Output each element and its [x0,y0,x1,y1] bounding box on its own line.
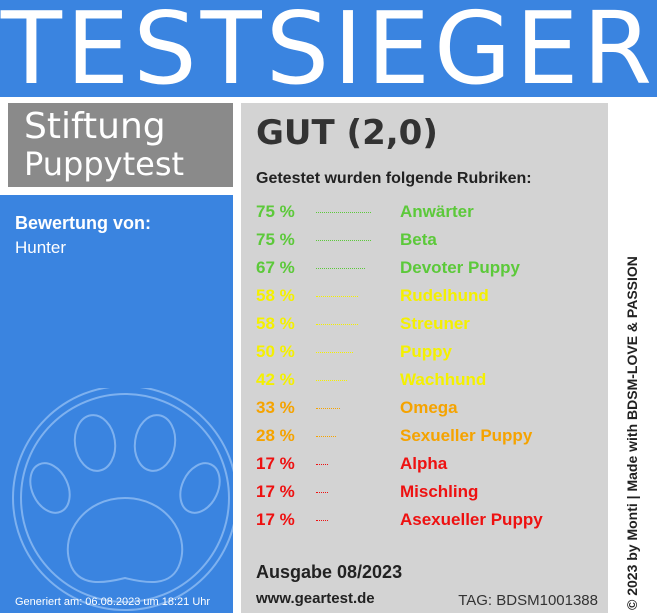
category-row: 33 % Omega [256,395,606,423]
category-name: Beta [400,230,437,249]
paw-icon [12,388,233,611]
header-banner: TESTSIEGER [0,0,657,104]
category-name: Devoter Puppy [400,258,520,277]
category-name: Puppy [400,342,452,361]
category-name: Asexueller Puppy [400,510,543,529]
category-score-bar [316,212,371,213]
rated-by-label: Bewertung von: [15,213,152,233]
category-score-bar [316,380,347,381]
category-row: 67 % Devoter Puppy [256,255,606,283]
category-score-bar [316,408,340,409]
category-row: 75 % Anwärter [256,199,606,227]
category-percent: 58 % [256,286,295,305]
category-row: 17 % Alpha [256,451,606,479]
category-row: 75 % Beta [256,227,606,255]
category-name: Sexueller Puppy [400,426,533,445]
category-name: Mischling [400,482,479,501]
category-score-bar [316,492,328,493]
header-title: TESTSIEGER [0,0,657,107]
category-row: 58 % Rudelhund [256,283,606,311]
category-score-bar [316,352,353,353]
category-row: 28 % Sexueller Puppy [256,423,606,451]
category-percent: 17 % [256,454,295,473]
category-row: 50 % Puppy [256,339,606,367]
category-score-bar [316,240,371,241]
categories-intro: Getestet wurden folgende Rubriken: [256,170,532,187]
category-row: 17 % Asexueller Puppy [256,507,606,535]
category-name: Rudelhund [400,286,489,305]
brand-box: Stiftung Puppytest [0,103,233,195]
category-percent: 17 % [256,482,295,501]
category-score-bar [316,324,358,325]
brand-logo-box: Stiftung Puppytest [8,103,233,187]
category-name: Streuner [400,314,470,333]
issue-label: Ausgabe 08/2023 [256,562,403,582]
website-link[interactable]: www.geartest.de [256,590,375,607]
category-score-bar [316,268,365,269]
category-percent: 58 % [256,314,295,333]
category-list: 75 % Anwärter 75 % Beta 67 % Devoter Puppy 58 … [256,199,606,535]
tag-id: TAG: BDSM1001388 [458,592,598,609]
category-name: Anwärter [400,202,474,221]
sidebar: Stiftung Puppytest Bewertung von: Hunter… [0,103,233,613]
category-percent: 33 % [256,398,295,417]
category-row: 17 % Mischling [256,479,606,507]
brand-line-1: Stiftung [24,106,166,147]
generated-date: Generiert am: 06.08.2023 um 18:21 Uhr [15,596,211,608]
category-row: 58 % Streuner [256,311,606,339]
category-name: Omega [400,398,458,417]
category-name: Wachhund [400,370,487,389]
rated-by-value: Hunter [15,238,67,257]
category-name: Alpha [400,454,448,473]
category-percent: 75 % [256,230,295,249]
results-panel: GUT (2,0) Getestet wurden folgende Rubri… [241,103,608,613]
brand-line-2: Puppytest [24,145,185,183]
category-score-bar [316,436,336,437]
category-row: 42 % Wachhund [256,367,606,395]
category-percent: 75 % [256,202,295,221]
grade-title: GUT (2,0) [256,113,438,153]
category-percent: 17 % [256,510,295,529]
credit-text: © 2023 by Monti | Made with BDSM-LOVE & … [624,256,640,610]
category-percent: 67 % [256,258,295,277]
category-percent: 50 % [256,342,295,361]
category-score-bar [316,464,328,465]
category-percent: 42 % [256,370,295,389]
category-score-bar [316,296,358,297]
category-score-bar [316,520,328,521]
category-percent: 28 % [256,426,295,445]
